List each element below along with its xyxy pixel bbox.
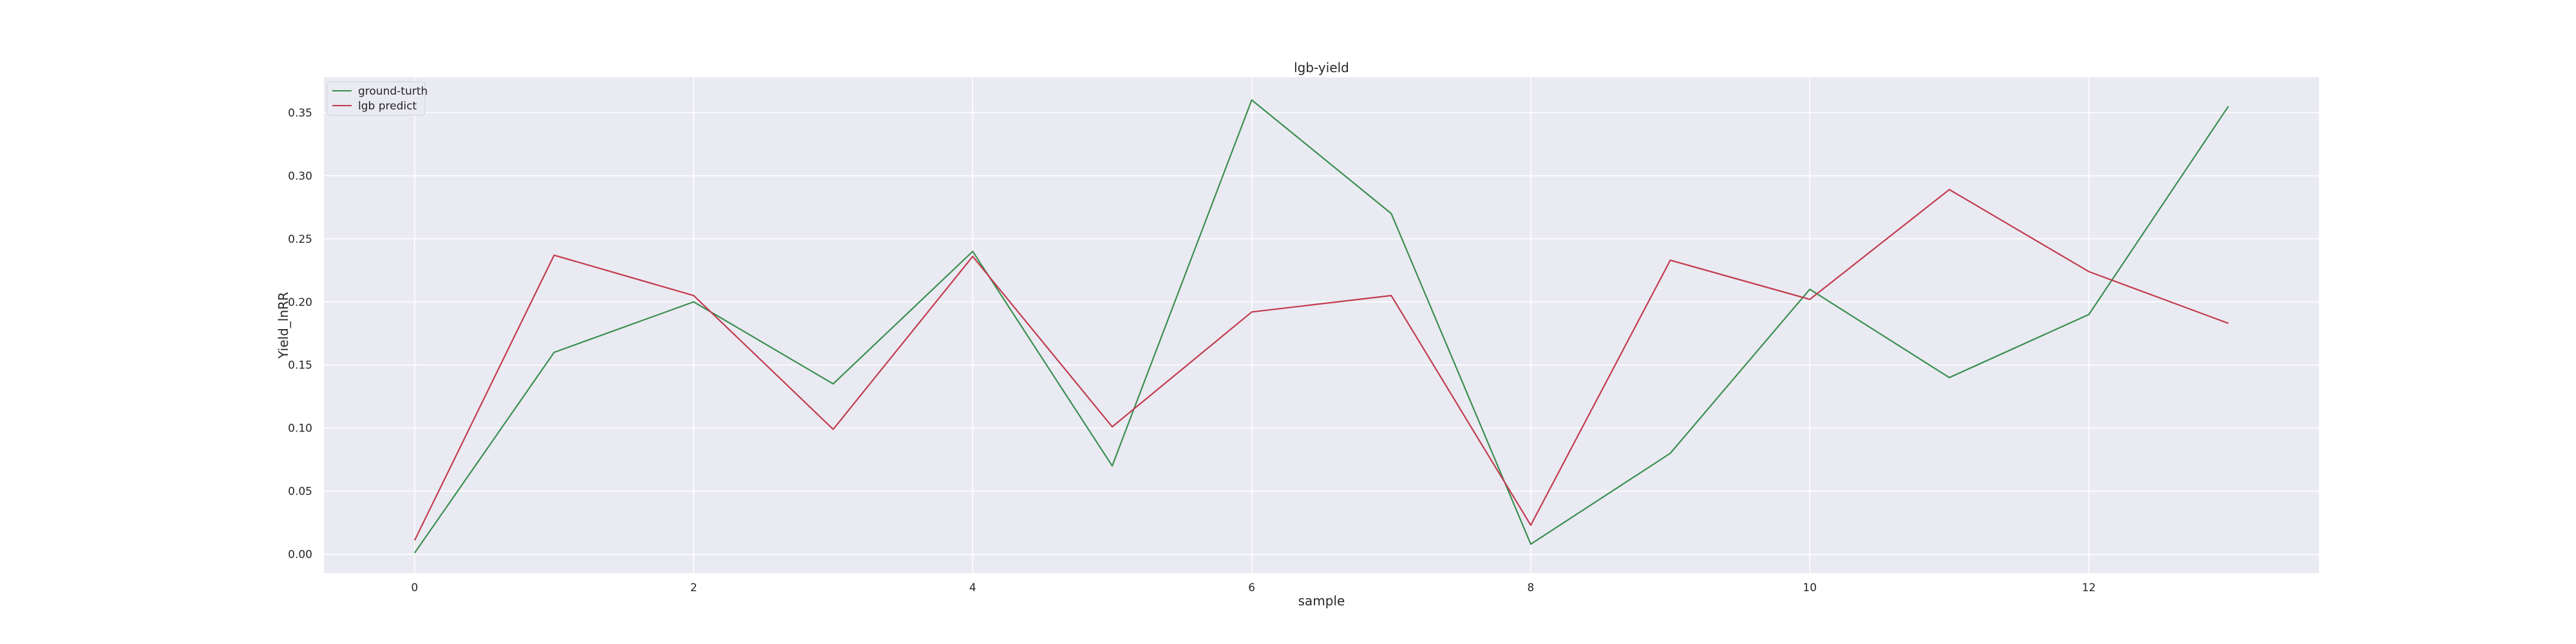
legend: ground-turth lgb predict <box>327 81 428 116</box>
x-tick-label: 12 <box>2082 582 2096 594</box>
x-tick-label: 4 <box>969 582 976 594</box>
x-tick-label: 8 <box>1528 582 1535 594</box>
y-tick-label: 0.25 <box>288 233 312 246</box>
y-tick-label: 0.05 <box>288 486 312 498</box>
legend-label-ground-turth: ground-turth <box>358 85 428 98</box>
grid-lines <box>324 77 2319 573</box>
y-axis-label: Yield_lnRR <box>276 292 291 359</box>
y-tick-label: 0.20 <box>288 296 312 309</box>
x-axis-label: sample <box>1298 593 1345 609</box>
y-tick-label: 0.35 <box>288 107 312 120</box>
x-axis-ticks: 0 2 4 6 8 10 12 <box>411 582 2096 594</box>
chart-title: lgb-yield <box>1294 60 1349 75</box>
series-line-lgb-predict <box>413 189 2229 541</box>
plot-background <box>324 77 2319 573</box>
y-tick-label: 0.30 <box>288 170 312 183</box>
y-tick-label: 0.00 <box>288 549 312 562</box>
x-tick-label: 6 <box>1248 582 1255 594</box>
x-tick-label: 10 <box>1803 582 1817 594</box>
x-tick-label: 2 <box>690 582 697 594</box>
legend-label-lgb-predict: lgb predict <box>358 100 417 113</box>
y-tick-label: 0.15 <box>288 359 312 372</box>
x-tick-label: 0 <box>411 582 418 594</box>
y-axis-ticks: 0.00 0.05 0.10 0.15 0.20 0.25 0.30 0.35 <box>288 107 312 562</box>
series-layer <box>413 99 2230 554</box>
series-line-ground-turth <box>413 99 2230 554</box>
y-tick-label: 0.10 <box>288 422 312 435</box>
